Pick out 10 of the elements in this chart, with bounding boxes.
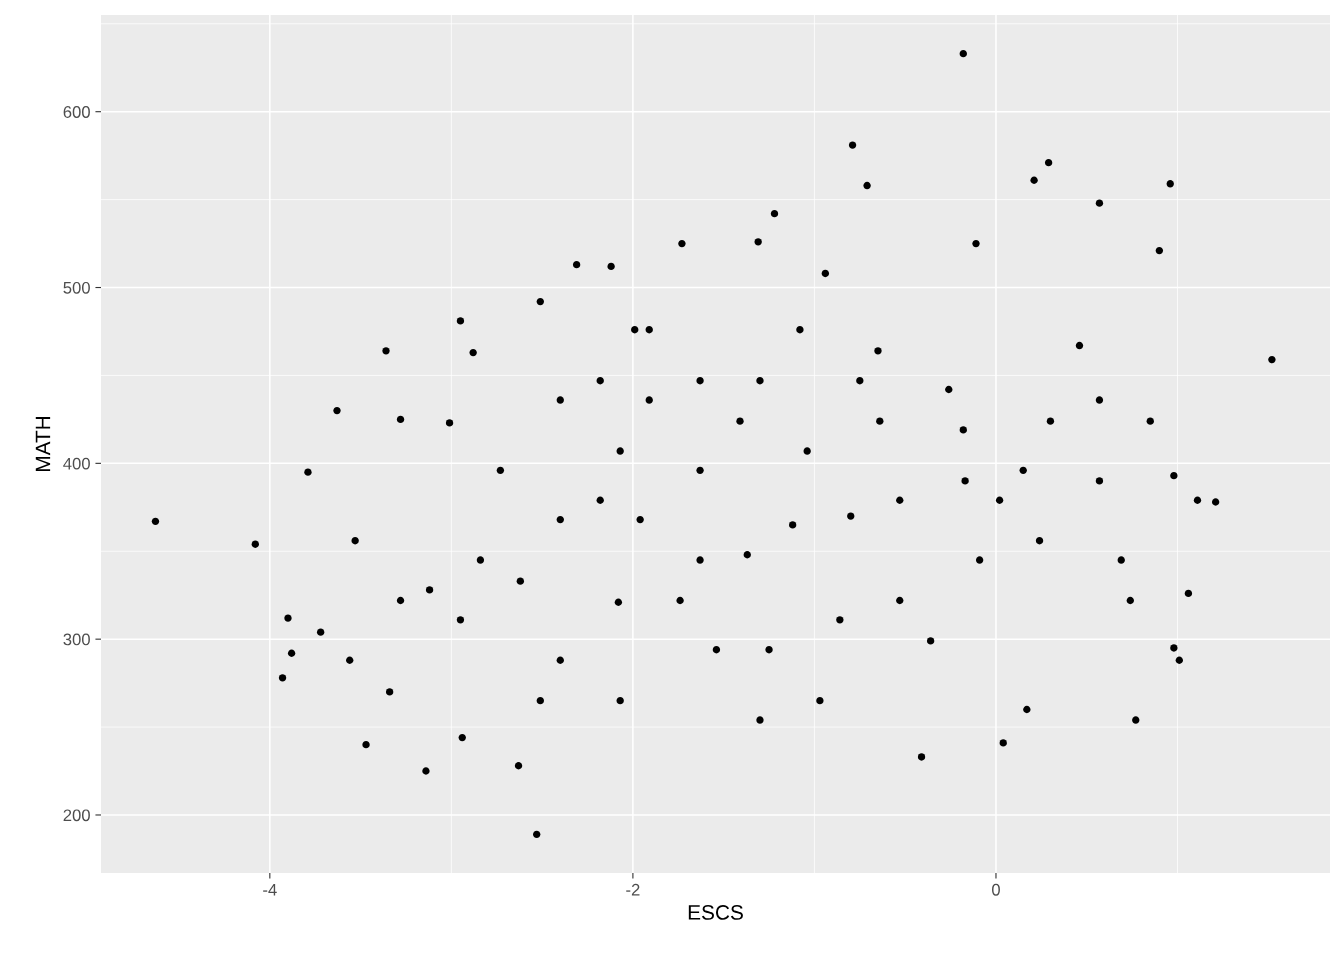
x-axis-title: ESCS <box>688 905 743 920</box>
y-tick-label: 400 <box>63 457 90 470</box>
x-tick-label: -2 <box>626 883 640 896</box>
y-tick-label: 600 <box>63 106 90 118</box>
x-tick-label: 0 <box>991 883 1000 896</box>
y-tick-label: 200 <box>63 809 90 822</box>
y-tick-label: 500 <box>63 281 90 294</box>
y-axis-title: MATH <box>35 416 51 472</box>
y-tick-label: 300 <box>63 633 90 646</box>
x-tick-label: -4 <box>263 884 277 896</box>
